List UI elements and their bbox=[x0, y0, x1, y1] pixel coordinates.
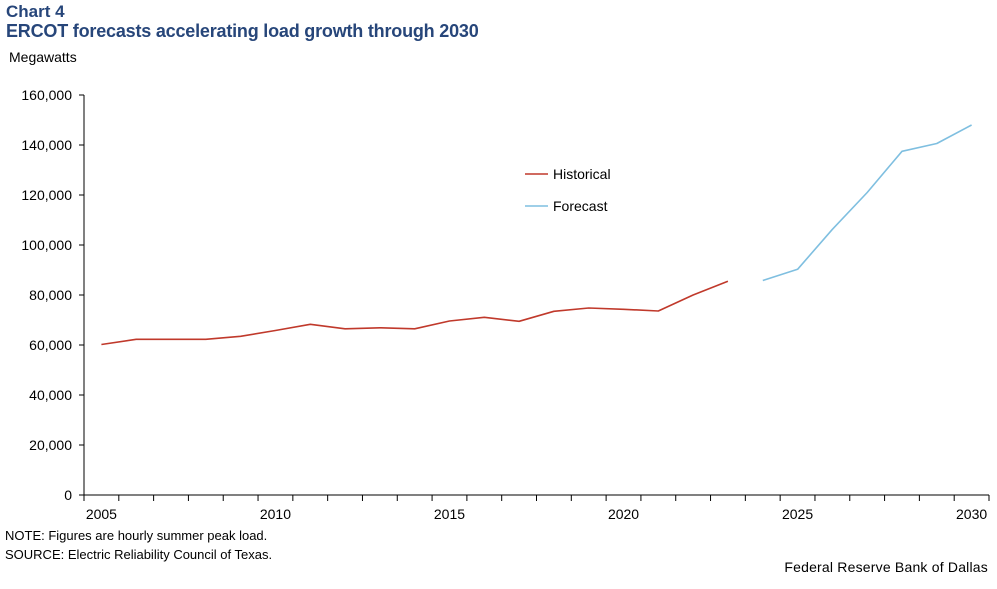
y-axis-label: Megawatts bbox=[9, 49, 77, 65]
footnote-source: SOURCE: Electric Reliability Council of … bbox=[5, 547, 273, 562]
x-tick-label: 2010 bbox=[260, 506, 291, 522]
series-line-historical bbox=[101, 280, 729, 346]
series-line-forecast bbox=[762, 124, 972, 282]
y-tick-label: 160,000 bbox=[21, 87, 72, 103]
x-tick-label: 2020 bbox=[608, 506, 639, 522]
axes: 0 20,000 40,000 60,000 80,000 100,000 120,000 1… bbox=[21, 87, 990, 522]
y-tick-label: 20,000 bbox=[29, 437, 72, 453]
y-tick-label: 120,000 bbox=[21, 187, 72, 203]
legend-label-forecast: Forecast bbox=[553, 198, 608, 214]
x-tick-label: 2015 bbox=[434, 506, 465, 522]
legend-label-historical: Historical bbox=[553, 166, 611, 182]
y-tick-label: 140,000 bbox=[21, 137, 72, 153]
series-lines bbox=[101, 124, 972, 346]
y-tick-label: 100,000 bbox=[21, 237, 72, 253]
y-tick-label: 80,000 bbox=[29, 287, 72, 303]
x-tick-label: 2005 bbox=[86, 506, 117, 522]
x-tick-label: 2030 bbox=[956, 506, 987, 522]
chart-title: ERCOT forecasts accelerating load growth… bbox=[6, 21, 479, 41]
credit-text: Federal Reserve Bank of Dallas bbox=[784, 559, 988, 575]
y-tick-label: 0 bbox=[64, 487, 72, 503]
y-tick-label: 60,000 bbox=[29, 337, 72, 353]
x-tick-label: 2025 bbox=[782, 506, 813, 522]
chart-label: Chart 4 bbox=[6, 2, 65, 21]
legend: Historical Forecast bbox=[525, 166, 611, 214]
footnote-note: NOTE: Figures are hourly summer peak loa… bbox=[5, 528, 268, 543]
y-tick-label: 40,000 bbox=[29, 387, 72, 403]
